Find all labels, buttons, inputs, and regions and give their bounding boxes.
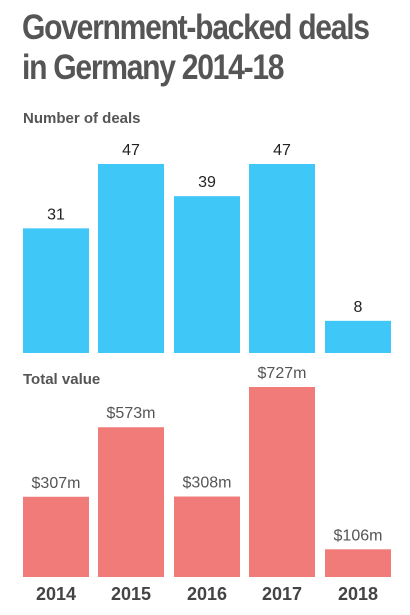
x-tick-label-2015: 2015 [111,584,151,604]
chart-title-line-1: Government-backed deals [22,8,370,47]
deals-bar-2018 [325,320,391,353]
deals-data-label-2017: 47 [273,142,291,159]
value-data-label-2017: $727m [258,365,307,382]
deals-section-label: Number of deals [23,110,141,127]
value-data-label-2018: $106m [334,527,383,544]
x-tick-label-2018: 2018 [338,584,378,604]
value-bar-2016 [174,496,240,577]
deals-bar-2014 [23,228,89,353]
chart-title-line-2: in Germany 2014-18 [22,48,285,87]
value-bar-2015 [98,427,164,577]
deals-data-label-2014: 31 [47,206,65,223]
value-data-label-2014: $307m [32,475,81,492]
value-data-label-2016: $308m [183,475,232,492]
x-tick-label-2016: 2016 [187,584,227,604]
value-section-label: Total value [23,371,101,388]
value-bar-2017 [249,387,315,577]
value-bar-2014 [23,496,89,577]
x-tick-label-2014: 2014 [36,584,76,604]
deals-bar-2015 [98,164,164,353]
value-bar-2018 [325,549,391,577]
deals-bar-2017 [249,164,315,353]
x-tick-label-2017: 2017 [262,584,302,604]
chart-title: Government-backed deals in Germany 2014-… [22,8,370,88]
deals-data-label-2016: 39 [198,174,216,191]
deals-bar-2016 [174,196,240,353]
value-data-label-2015: $573m [107,405,156,422]
deals-data-label-2018: 8 [354,299,363,316]
deals-data-label-2015: 47 [122,142,140,159]
